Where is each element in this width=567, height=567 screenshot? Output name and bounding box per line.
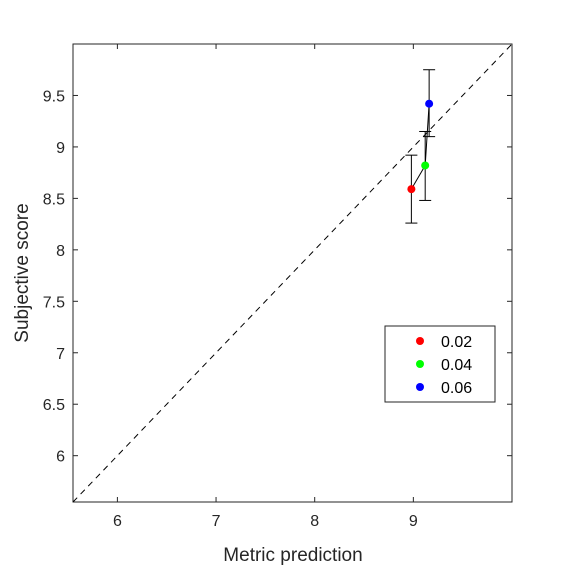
x-tick-label: 8 <box>310 513 319 530</box>
x-tick-label: 7 <box>212 513 221 530</box>
legend-marker-0.02 <box>416 337 424 345</box>
y-axis: 6 6.5 7 7.5 8 8.5 9 9.5 <box>43 88 512 466</box>
y-tick-label: 9.5 <box>43 88 65 105</box>
legend-label: 0.06 <box>441 380 472 397</box>
legend-label: 0.04 <box>441 357 472 374</box>
data-points <box>407 99 434 194</box>
legend-marker-0.04 <box>416 360 424 368</box>
x-tick-label: 6 <box>113 513 122 530</box>
legend-box <box>384 325 496 403</box>
x-tick-label: 9 <box>409 513 418 530</box>
y-tick-label: 7.5 <box>43 294 65 311</box>
y-tick-label: 6 <box>56 449 65 466</box>
y-tick-label: 8 <box>56 243 65 260</box>
reference-diagonal-line <box>72 43 513 503</box>
data-point-0.04 <box>421 161 430 170</box>
legend: 0.02 0.04 0.06 <box>384 325 496 403</box>
data-point-0.06 <box>425 99 434 108</box>
y-axis-label: Subjective score <box>12 203 33 342</box>
y-tick-label: 7 <box>56 346 65 363</box>
y-tick-label: 8.5 <box>43 191 65 208</box>
data-point-0.02 <box>407 185 416 194</box>
y-tick-label: 9 <box>56 140 65 157</box>
x-axis-label: Metric prediction <box>223 545 362 566</box>
legend-label: 0.02 <box>441 334 472 351</box>
x-axis: 6 7 8 9 <box>113 44 418 530</box>
y-tick-label: 6.5 <box>43 397 65 414</box>
legend-marker-0.06 <box>416 383 424 391</box>
